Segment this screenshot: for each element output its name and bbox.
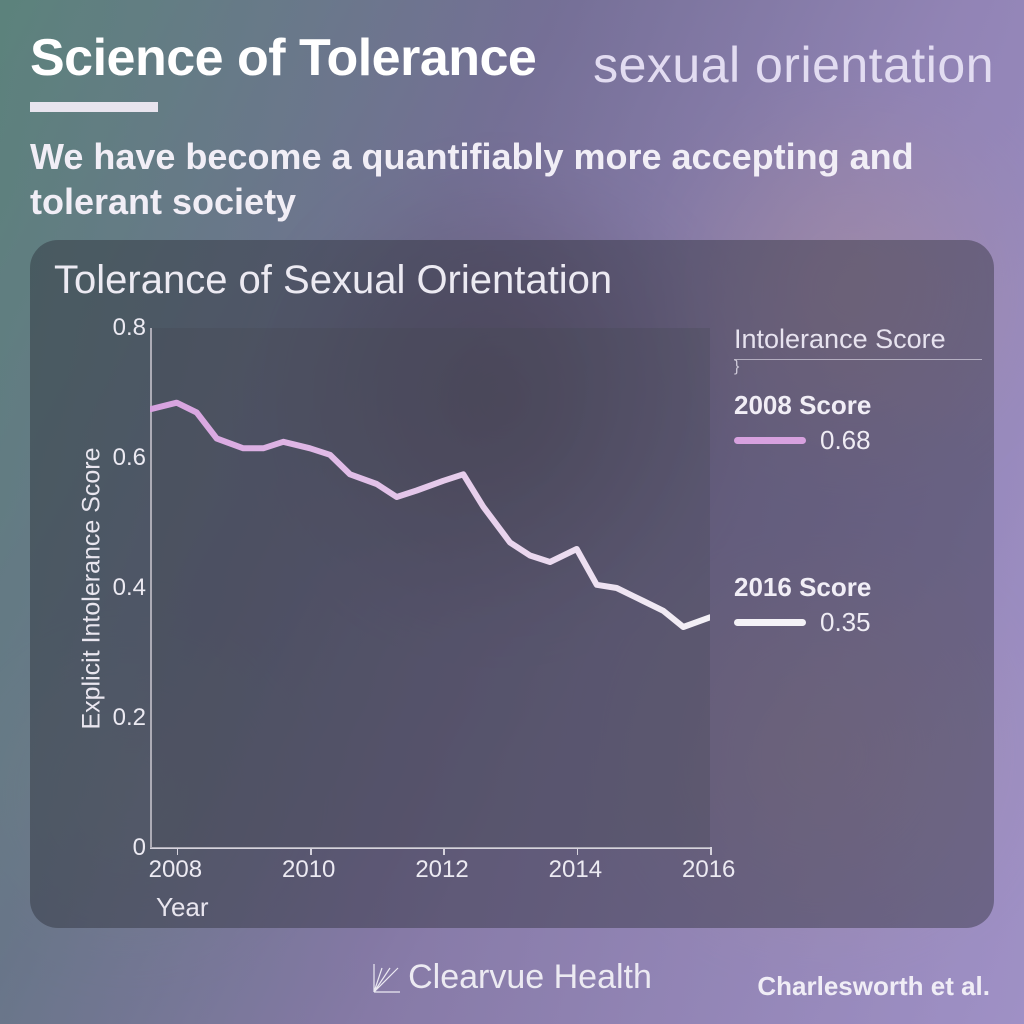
legend-title: Intolerance Score (734, 324, 982, 360)
page-topic: sexual orientation (593, 36, 994, 94)
x-tick-mark (177, 847, 179, 855)
y-axis-label: Explicit Intolerance Score (78, 328, 106, 848)
source-credit: Charlesworth et al. (757, 971, 990, 1002)
legend: Intolerance Score } 2008 Score 0.68 2016… (734, 324, 982, 638)
x-tick-label: 2016 (682, 856, 735, 884)
brand-logo-icon (372, 960, 402, 994)
x-tick-label: 2010 (282, 856, 335, 884)
title-underline (30, 102, 158, 112)
chart-plot-area (150, 328, 710, 848)
chart-panel: Tolerance of Sexual Orientation Explicit… (30, 240, 994, 928)
legend-swatch (734, 619, 806, 626)
legend-label: 2008 Score (734, 390, 982, 421)
y-tick-label: 0.6 (108, 444, 146, 472)
x-tick-mark (710, 847, 712, 855)
x-tick-mark (310, 847, 312, 855)
y-tick-label: 0.4 (108, 574, 146, 602)
legend-value: 0.68 (820, 425, 871, 456)
x-tick-label: 2012 (415, 856, 468, 884)
x-tick-mark (443, 847, 445, 855)
legend-divider: } (734, 358, 982, 376)
y-tick-label: 0.8 (108, 314, 146, 342)
x-tick-label: 2008 (149, 856, 202, 884)
legend-label: 2016 Score (734, 572, 982, 603)
legend-swatch (734, 437, 806, 444)
page-title: Science of Tolerance (30, 28, 536, 88)
page-subtitle: We have become a quantifiably more accep… (30, 134, 930, 224)
y-tick-label: 0.2 (108, 704, 146, 732)
x-tick-label: 2014 (549, 856, 602, 884)
brand-name: Clearvue Health (372, 958, 652, 997)
legend-entry-2016: 2016 Score 0.35 (734, 572, 982, 638)
x-tick-mark (577, 847, 579, 855)
line-chart (150, 328, 710, 848)
x-axis-label: Year (156, 892, 209, 923)
legend-entry-2008: 2008 Score 0.68 (734, 390, 982, 456)
legend-value: 0.35 (820, 607, 871, 638)
y-tick-label: 0 (108, 834, 146, 862)
chart-title: Tolerance of Sexual Orientation (54, 258, 612, 303)
